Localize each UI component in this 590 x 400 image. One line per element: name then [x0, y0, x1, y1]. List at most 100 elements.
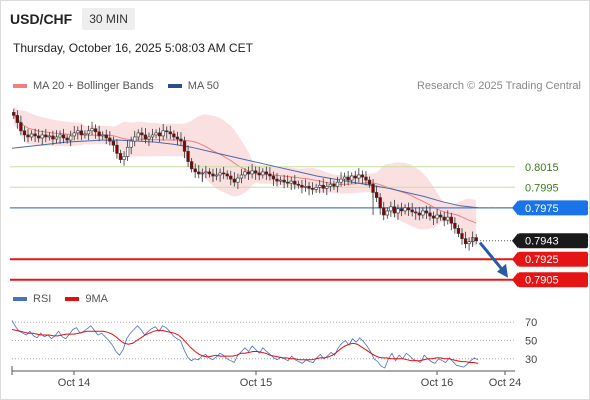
- candle-body: [328, 183, 333, 187]
- candle-body: [204, 171, 208, 174]
- candle-body: [261, 171, 265, 176]
- candle-body: [175, 136, 180, 140]
- candle-body: [289, 180, 293, 184]
- candle-body: [154, 132, 158, 136]
- candle-body: [69, 135, 73, 141]
- legend-label-rsi: RSI: [33, 293, 52, 305]
- rsi-series-rsi: [11, 320, 479, 369]
- candle-body: [136, 132, 140, 138]
- candle-body: [371, 183, 375, 193]
- candle-body: [374, 192, 379, 198]
- candle-body: [218, 172, 222, 176]
- candle-body: [325, 185, 329, 189]
- candle-body: [438, 214, 443, 218]
- legend-label-ma50: MA 50: [187, 80, 219, 92]
- rsi-series-9ma: [11, 329, 479, 364]
- legend-label-ma20: MA 20 + Bollinger Bands: [33, 80, 154, 92]
- x-tick-label: Oct 16: [421, 377, 453, 389]
- candle-body: [76, 130, 80, 134]
- price-tag-pointer-current: [512, 233, 518, 249]
- candle-body: [207, 171, 212, 175]
- candle-body: [179, 138, 183, 142]
- candle-body: [353, 175, 357, 179]
- candle-body: [125, 146, 130, 157]
- price-tag-support: [518, 251, 588, 267]
- legend-item-rsi: RSI: [13, 293, 51, 305]
- forecast-arrow-shaft: [478, 241, 506, 273]
- candle-body: [424, 210, 429, 214]
- candle-body: [254, 170, 258, 174]
- candle-body: [378, 197, 382, 209]
- candle-body: [79, 130, 84, 136]
- legend-swatch-ma20: [13, 84, 27, 88]
- legend-swatch-9ma: [65, 297, 80, 301]
- candle-body: [417, 212, 421, 216]
- candle-body: [474, 237, 478, 242]
- candle-body: [332, 183, 336, 187]
- candle-body: [257, 172, 261, 176]
- candle-body: [61, 134, 66, 139]
- candle-body: [225, 173, 229, 177]
- candle-body: [456, 228, 461, 234]
- candle-body: [157, 132, 162, 137]
- candle-body: [186, 151, 190, 162]
- legend-label-9ma: 9MA: [85, 293, 108, 305]
- candle-body: [268, 173, 272, 177]
- candle-body: [143, 134, 148, 140]
- candle-body: [246, 171, 251, 175]
- candle-body: [360, 174, 365, 178]
- candle-body: [307, 185, 311, 189]
- price-tag-pointer-support: [512, 251, 518, 267]
- price-level-label: 0.8015: [525, 162, 559, 174]
- candle-body: [83, 133, 87, 136]
- candle-body: [47, 135, 52, 138]
- candle-body: [300, 184, 304, 188]
- candle-body: [93, 128, 98, 133]
- candle-body: [37, 135, 41, 139]
- candle-body: [467, 241, 471, 245]
- candle-body: [389, 206, 393, 212]
- candle-body: [449, 216, 453, 224]
- candle-body: [293, 180, 297, 185]
- candle-body: [414, 211, 418, 214]
- candle-body: [65, 137, 69, 141]
- candle-body: [72, 132, 76, 137]
- forecast-arrow-head: [497, 263, 508, 278]
- candle-body: [33, 133, 37, 137]
- candle-body: [90, 128, 94, 132]
- candle-body: [463, 238, 468, 245]
- candle-body: [346, 176, 350, 181]
- main-legend: MA 20 + Bollinger Bands MA 50: [13, 80, 233, 92]
- candle-body: [421, 210, 425, 216]
- candle-body: [101, 134, 105, 137]
- candle-body: [243, 171, 247, 176]
- candle-body: [296, 183, 301, 186]
- candle-body: [193, 168, 197, 173]
- candle-body: [282, 179, 286, 183]
- chart-header: USD/CHF 30 MIN: [10, 8, 135, 30]
- candle-body: [364, 176, 368, 181]
- candle-body: [339, 178, 343, 183]
- timeframe-badge[interactable]: 30 MIN: [82, 8, 135, 30]
- candle-body: [197, 171, 201, 175]
- rsi-tick-label: 70: [525, 317, 537, 329]
- candle-body: [428, 212, 432, 217]
- ma50-line: [11, 139, 479, 209]
- candle-body: [396, 208, 400, 214]
- candle-body: [140, 132, 144, 136]
- candle-body: [367, 179, 372, 185]
- rsi-legend: RSI 9MA: [13, 293, 122, 305]
- candle-body: [19, 122, 23, 132]
- candle-body: [168, 131, 172, 135]
- x-tick-label: Oct 15: [240, 377, 272, 389]
- candle-body: [115, 144, 119, 154]
- candle-body: [104, 134, 108, 139]
- candle-body: [44, 134, 48, 138]
- credit-text: Research © 2025 Trading Central: [416, 80, 581, 92]
- candle-body: [318, 184, 322, 188]
- candle-body: [410, 209, 414, 213]
- candle-body: [250, 170, 254, 175]
- candle-body: [275, 178, 279, 182]
- candle-body: [239, 174, 244, 179]
- candle-body: [278, 179, 283, 182]
